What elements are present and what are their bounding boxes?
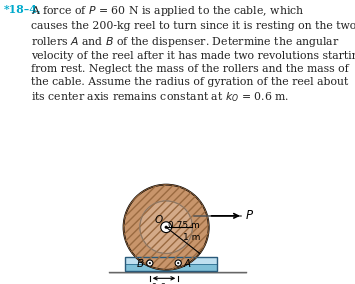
Circle shape bbox=[124, 185, 209, 270]
Text: $B$: $B$ bbox=[136, 257, 145, 269]
Circle shape bbox=[175, 260, 181, 266]
Text: $P$: $P$ bbox=[245, 209, 254, 222]
Text: 0.75 m: 0.75 m bbox=[168, 221, 200, 229]
Circle shape bbox=[178, 262, 179, 264]
Bar bbox=[125, 257, 217, 264]
Text: *18–4.: *18–4. bbox=[4, 4, 42, 15]
Circle shape bbox=[161, 222, 171, 233]
Bar bbox=[125, 257, 217, 270]
Circle shape bbox=[140, 201, 192, 253]
Text: 1 m: 1 m bbox=[183, 233, 201, 242]
Text: A force of $P$ = 60 N is applied to the cable, which
causes the 200-kg reel to t: A force of $P$ = 60 N is applied to the … bbox=[31, 4, 355, 104]
Text: –0.6 m–: –0.6 m– bbox=[147, 283, 181, 284]
Circle shape bbox=[149, 262, 151, 264]
Circle shape bbox=[165, 226, 168, 228]
Text: $A$: $A$ bbox=[183, 257, 192, 269]
Bar bbox=[125, 264, 217, 270]
Text: $O$: $O$ bbox=[154, 214, 164, 225]
Circle shape bbox=[147, 260, 153, 266]
